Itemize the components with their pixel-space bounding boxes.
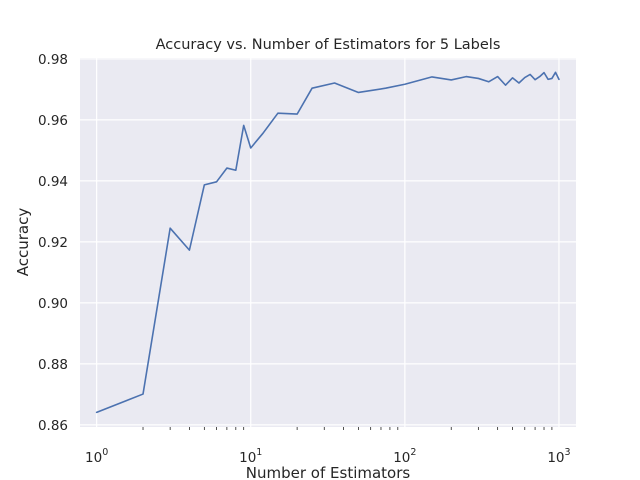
x-minor-ticks: [142, 427, 553, 430]
x-tick-exponent: 2: [410, 447, 416, 458]
y-tick-label: 0.94: [38, 174, 68, 190]
plot-background: [80, 58, 576, 427]
y-tick-label: 0.90: [38, 296, 68, 312]
series-line-accuracy: [95, 71, 560, 414]
y-axis-label: Accuracy: [14, 208, 32, 277]
x-tick-base: 10: [239, 450, 256, 466]
x-tick-label: 100: [85, 447, 108, 466]
y-tick-label: 0.88: [38, 357, 68, 373]
x-tick-label: 102: [393, 447, 416, 466]
x-tick-base: 10: [547, 450, 564, 466]
x-tick-label: 103: [547, 447, 570, 466]
x-tick-label: 101: [239, 447, 262, 466]
y-tick-label: 0.86: [38, 418, 68, 434]
y-tick-label: 0.96: [38, 113, 68, 129]
x-tick-base: 10: [85, 450, 102, 466]
x-tick-exponent: 1: [256, 447, 262, 458]
x-tick-labels: 100 101 102 103: [85, 447, 571, 466]
x-axis-label: Number of Estimators: [246, 464, 411, 480]
grid-lines: [80, 58, 576, 427]
x-tick-exponent: 3: [565, 447, 571, 458]
x-tick-base: 10: [393, 450, 410, 466]
y-tick-label: 0.92: [38, 235, 68, 251]
chart-title: Accuracy vs. Number of Estimators for 5 …: [156, 37, 501, 53]
y-tick-label: 0.98: [38, 52, 68, 68]
y-tick-labels: 0.86 0.88 0.90 0.92 0.94 0.96 0.98: [38, 52, 68, 434]
x-tick-exponent: 0: [102, 447, 108, 458]
